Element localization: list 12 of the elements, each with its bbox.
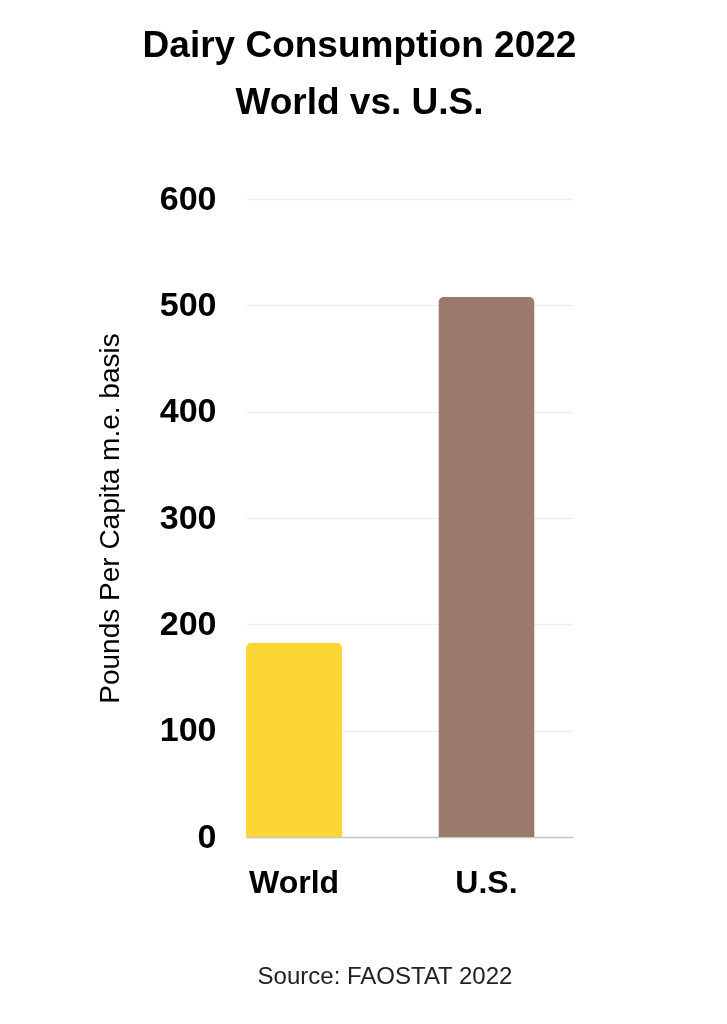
chart-title: Dairy Consumption 2022 World vs. U.S. [142, 24, 577, 122]
y-tick-label: 100 [159, 710, 217, 749]
y-tick-label: 0 [197, 816, 217, 855]
y-tick-label: 400 [159, 391, 217, 430]
x-tick-label: U.S. [455, 863, 518, 900]
source-note: Source: FAOSTAT 2022 [257, 962, 513, 989]
y-tick-label: 600 [159, 178, 217, 217]
y-tick-label: 200 [159, 603, 217, 642]
x-tick-label: World [249, 863, 340, 900]
y-axis-title: Pounds Per Capita m.e. basis [93, 333, 125, 704]
y-tick-label: 300 [159, 497, 217, 536]
y-tick-label: 500 [159, 284, 217, 323]
